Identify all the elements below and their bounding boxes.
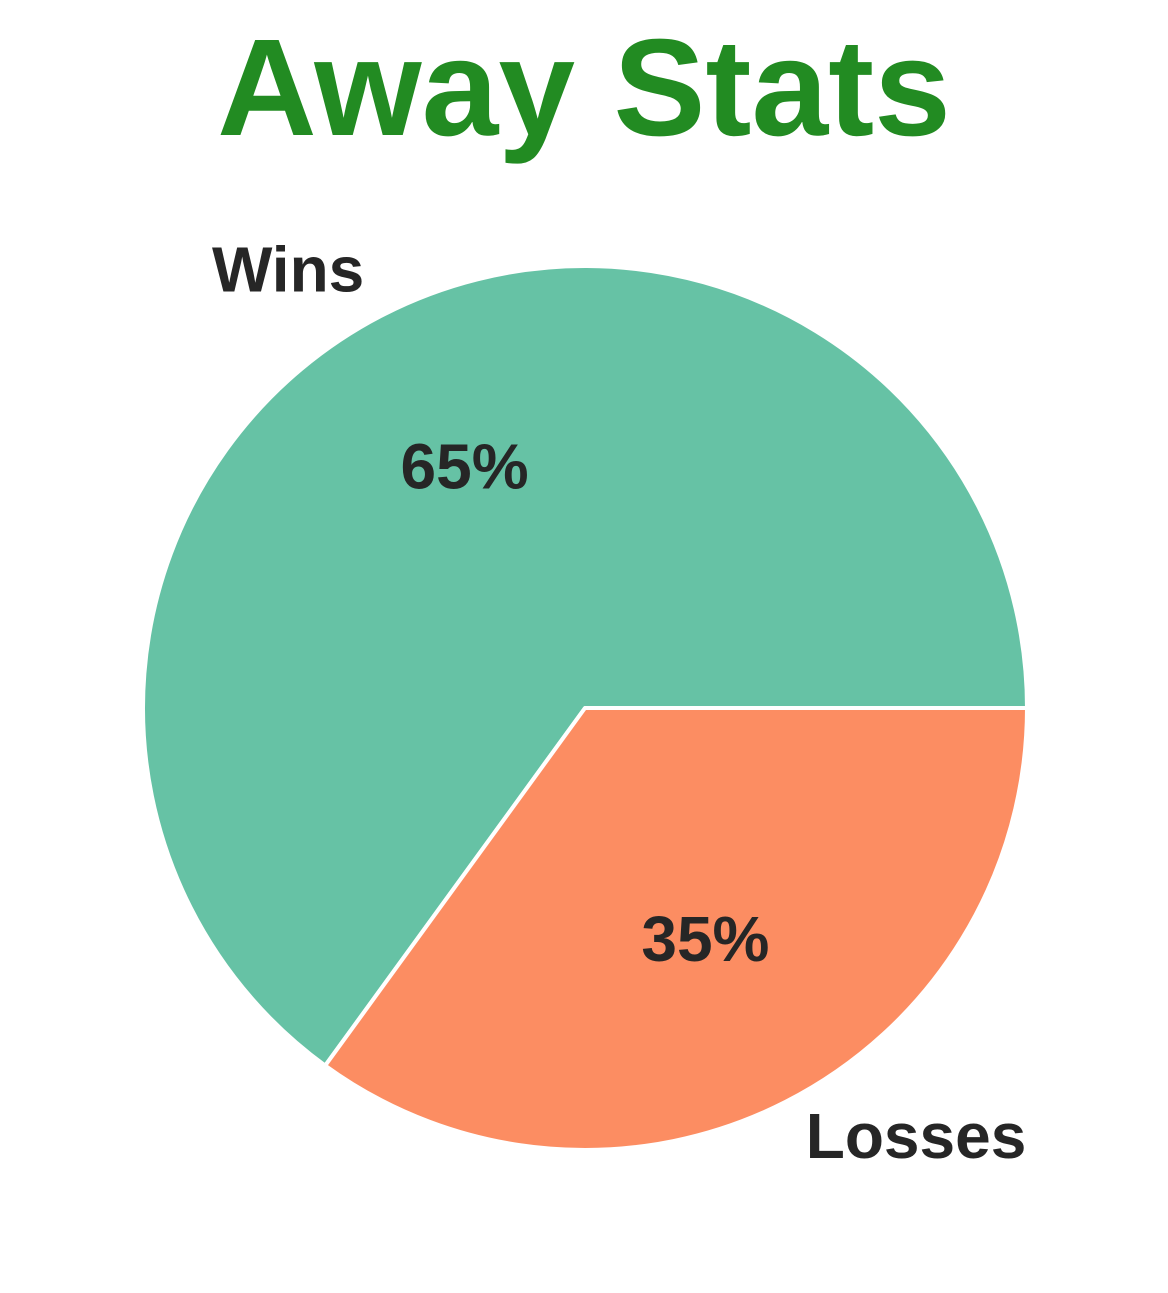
slice-label-wins: Wins xyxy=(212,234,364,306)
pie-labels: Wins 65% Losses 35% xyxy=(212,234,1026,1172)
slice-percent-wins: 65% xyxy=(401,431,529,503)
pie-slice-wins xyxy=(141,264,1029,1068)
pie-slices xyxy=(141,264,1029,1153)
slice-label-losses: Losses xyxy=(806,1100,1027,1172)
pie-slice-losses xyxy=(323,706,1029,1153)
slice-percent-losses: 35% xyxy=(641,903,769,975)
chart-title: Away Stats xyxy=(217,11,951,165)
